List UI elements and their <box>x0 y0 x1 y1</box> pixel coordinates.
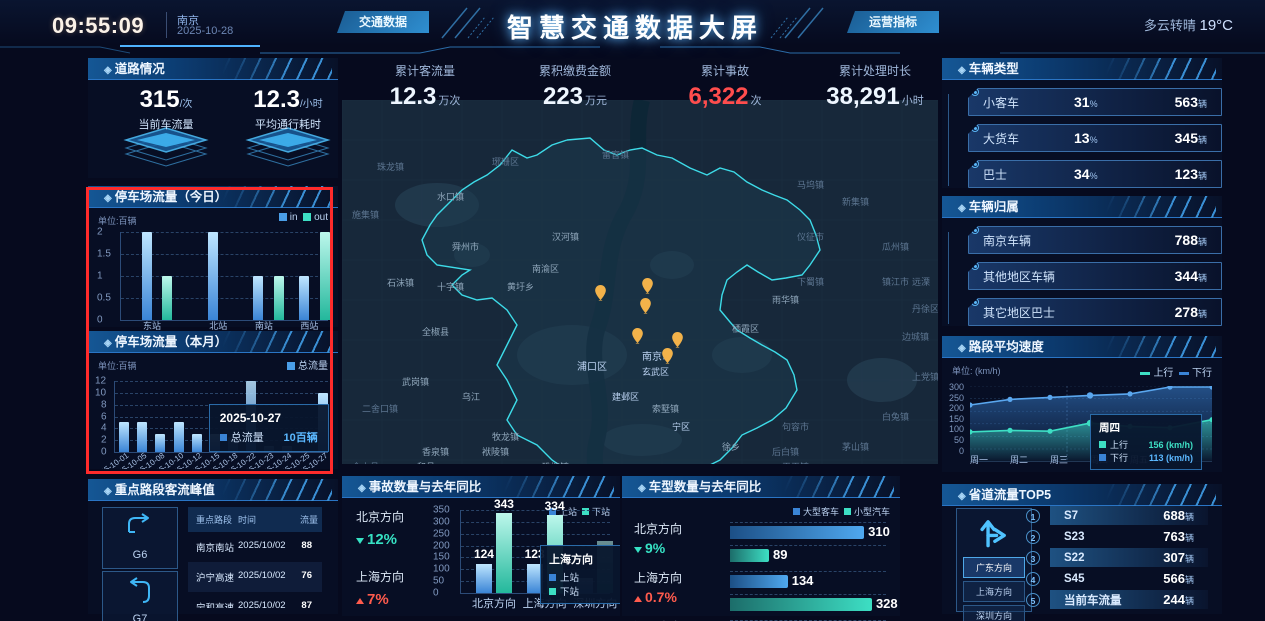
svg-text:牧龙镇: 牧龙镇 <box>492 431 519 442</box>
svg-text:栖霞区: 栖霞区 <box>732 323 759 334</box>
svg-text:徐乡: 徐乡 <box>722 441 740 452</box>
svg-text:袱陵镇: 袱陵镇 <box>482 446 509 457</box>
svg-text:镇江市: 镇江市 <box>882 276 909 287</box>
svg-text:句容市: 句容市 <box>782 421 809 432</box>
svg-text:十字镇: 十字镇 <box>437 281 464 292</box>
svg-text:珠龙镇: 珠龙镇 <box>377 161 404 172</box>
svg-text:琊珊区: 琊珊区 <box>492 157 519 167</box>
svg-text:仪征市: 仪征市 <box>797 231 824 242</box>
svg-text:武岗镇: 武岗镇 <box>402 376 429 387</box>
svg-text:玄武区: 玄武区 <box>642 366 669 377</box>
svg-text:茅山镇: 茅山镇 <box>842 441 869 452</box>
svg-text:乌江: 乌江 <box>462 391 480 402</box>
svg-text:天王镇: 天王镇 <box>782 461 809 464</box>
svg-text:施集镇: 施集镇 <box>352 209 379 220</box>
svg-text:新集镇: 新集镇 <box>842 196 869 207</box>
svg-text:舜州市: 舜州市 <box>452 241 479 252</box>
svg-text:后白镇: 后白镇 <box>772 446 799 457</box>
svg-text:香泉镇: 香泉镇 <box>422 446 449 457</box>
svg-text:二舍口镇: 二舍口镇 <box>362 403 398 414</box>
svg-text:白兔镇: 白兔镇 <box>882 411 909 422</box>
svg-text:南渝区: 南渝区 <box>532 263 559 274</box>
svg-text:石沫镇: 石沫镇 <box>387 277 414 288</box>
svg-text:黄圩乡: 黄圩乡 <box>507 281 534 292</box>
svg-text:下蜀镇: 下蜀镇 <box>797 276 824 287</box>
svg-text:索墅镇: 索墅镇 <box>652 403 679 414</box>
svg-text:瓜州镇: 瓜州镇 <box>882 241 909 252</box>
svg-text:含山县: 含山县 <box>352 461 379 464</box>
svg-text:珠墉镇: 珠墉镇 <box>542 461 569 464</box>
svg-text:边城镇: 边城镇 <box>902 331 929 342</box>
svg-text:水口镇: 水口镇 <box>437 191 464 202</box>
svg-text:马坞镇: 马坞镇 <box>797 179 824 190</box>
svg-text:浦口区: 浦口区 <box>577 360 607 373</box>
svg-text:雷官镇: 雷官镇 <box>602 149 629 160</box>
svg-text:雨华镇: 雨华镇 <box>772 294 799 305</box>
svg-text:丹徐区: 丹徐区 <box>912 303 938 314</box>
svg-text:宁区: 宁区 <box>672 421 690 432</box>
svg-text:汉河镇: 汉河镇 <box>552 231 579 242</box>
svg-text:远溧: 远溧 <box>912 277 930 287</box>
svg-text:和县: 和县 <box>417 462 435 464</box>
svg-text:建邺区: 建邺区 <box>612 391 639 402</box>
svg-text:全椒县: 全椒县 <box>422 326 449 337</box>
svg-text:上党镇: 上党镇 <box>912 371 938 382</box>
